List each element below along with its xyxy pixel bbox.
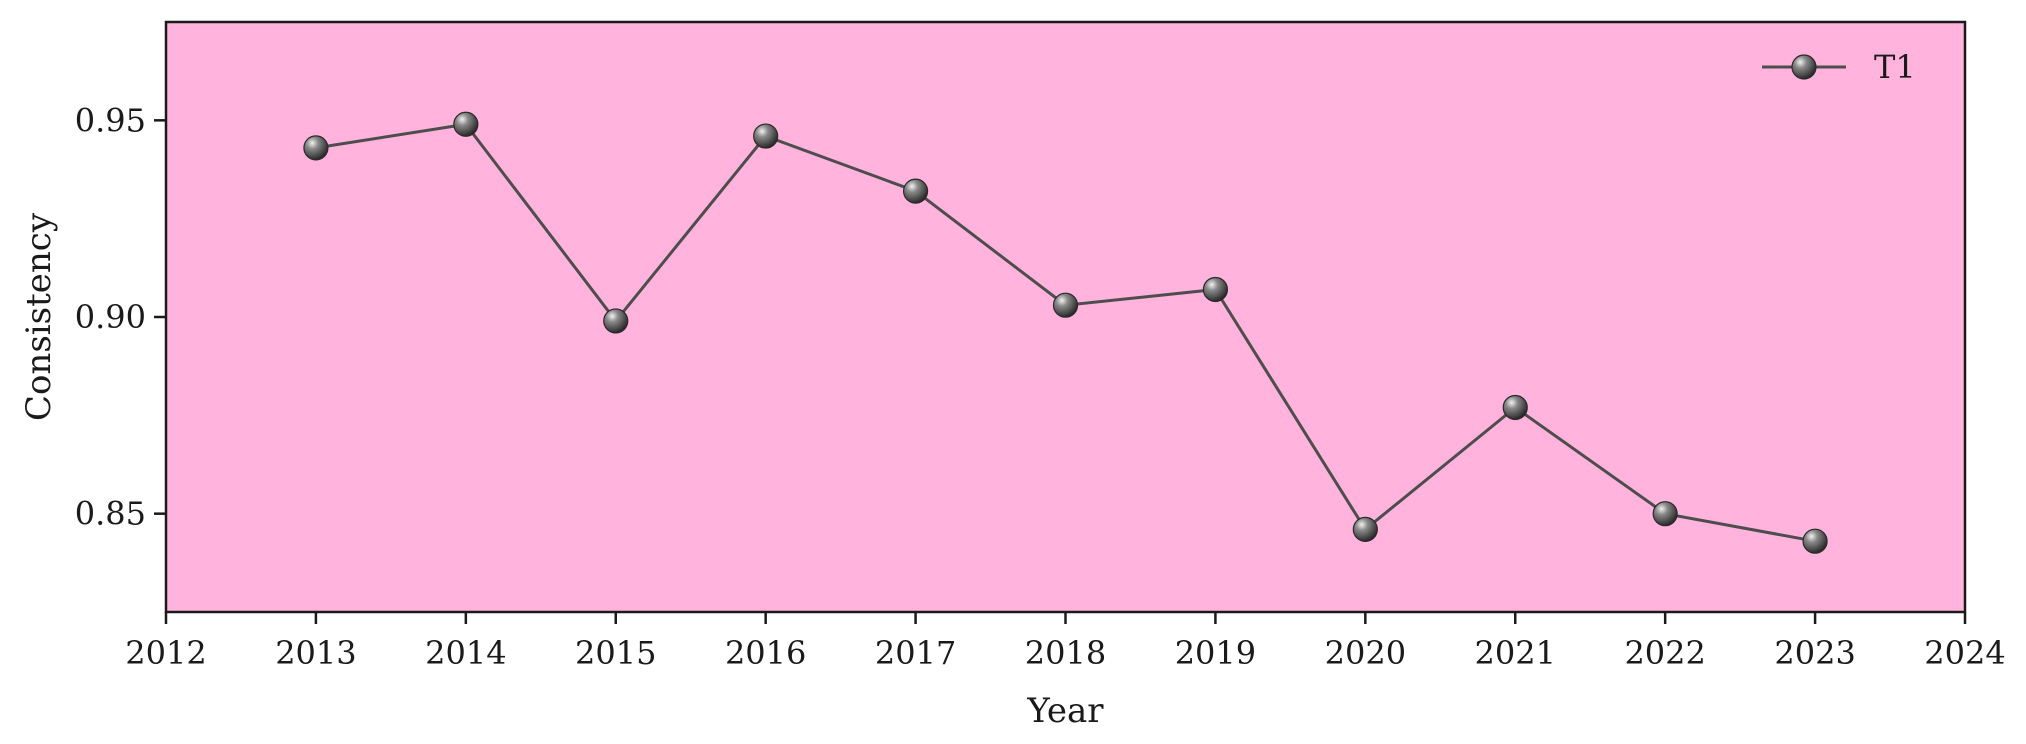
x-tick-labels: 2012 2013 2014 2015 2016 2017 2018 2019 2020 2021… xyxy=(125,634,2005,672)
x-tick-label: 2024 xyxy=(1924,634,2005,672)
x-tick-label: 2013 xyxy=(275,634,356,672)
x-tick-label: 2016 xyxy=(725,634,806,672)
data-point xyxy=(902,178,929,204)
legend: T1 xyxy=(1762,48,1916,86)
x-tick-label: 2017 xyxy=(875,634,956,672)
y-tick-label: 0.90 xyxy=(75,298,146,336)
data-point xyxy=(1802,528,1828,554)
data-point xyxy=(1352,516,1378,543)
data-point xyxy=(303,135,329,161)
x-tick-label: 2021 xyxy=(1475,634,1556,672)
x-tick-label: 2020 xyxy=(1325,634,1406,672)
data-point xyxy=(1052,292,1079,318)
legend-label: T1 xyxy=(1874,48,1916,86)
x-tick-label: 2015 xyxy=(575,634,656,672)
x-axis-title: Year xyxy=(1026,691,1104,731)
legend-marker xyxy=(1791,54,1817,80)
data-point xyxy=(1502,394,1528,421)
y-tick-label: 0.95 xyxy=(75,101,146,139)
data-point xyxy=(1652,501,1678,527)
data-point xyxy=(1202,276,1229,303)
x-tick-label: 2018 xyxy=(1025,634,1106,672)
data-point xyxy=(753,123,779,149)
x-tick-label: 2014 xyxy=(425,634,506,672)
y-tick-label: 0.85 xyxy=(75,495,146,533)
y-axis-title: Consistency xyxy=(19,212,59,421)
plot-frame xyxy=(164,20,1967,614)
x-tick-label: 2012 xyxy=(125,634,206,672)
x-tick-label: 2019 xyxy=(1175,634,1256,672)
data-point xyxy=(453,111,479,137)
series-layer xyxy=(303,111,1828,554)
x-tick-label: 2023 xyxy=(1774,634,1855,672)
data-point xyxy=(603,308,629,334)
x-tick-label: 2022 xyxy=(1624,634,1705,672)
y-tick-labels: 0.85 0.90 0.95 xyxy=(75,101,146,532)
tick-marks xyxy=(154,119,1967,624)
